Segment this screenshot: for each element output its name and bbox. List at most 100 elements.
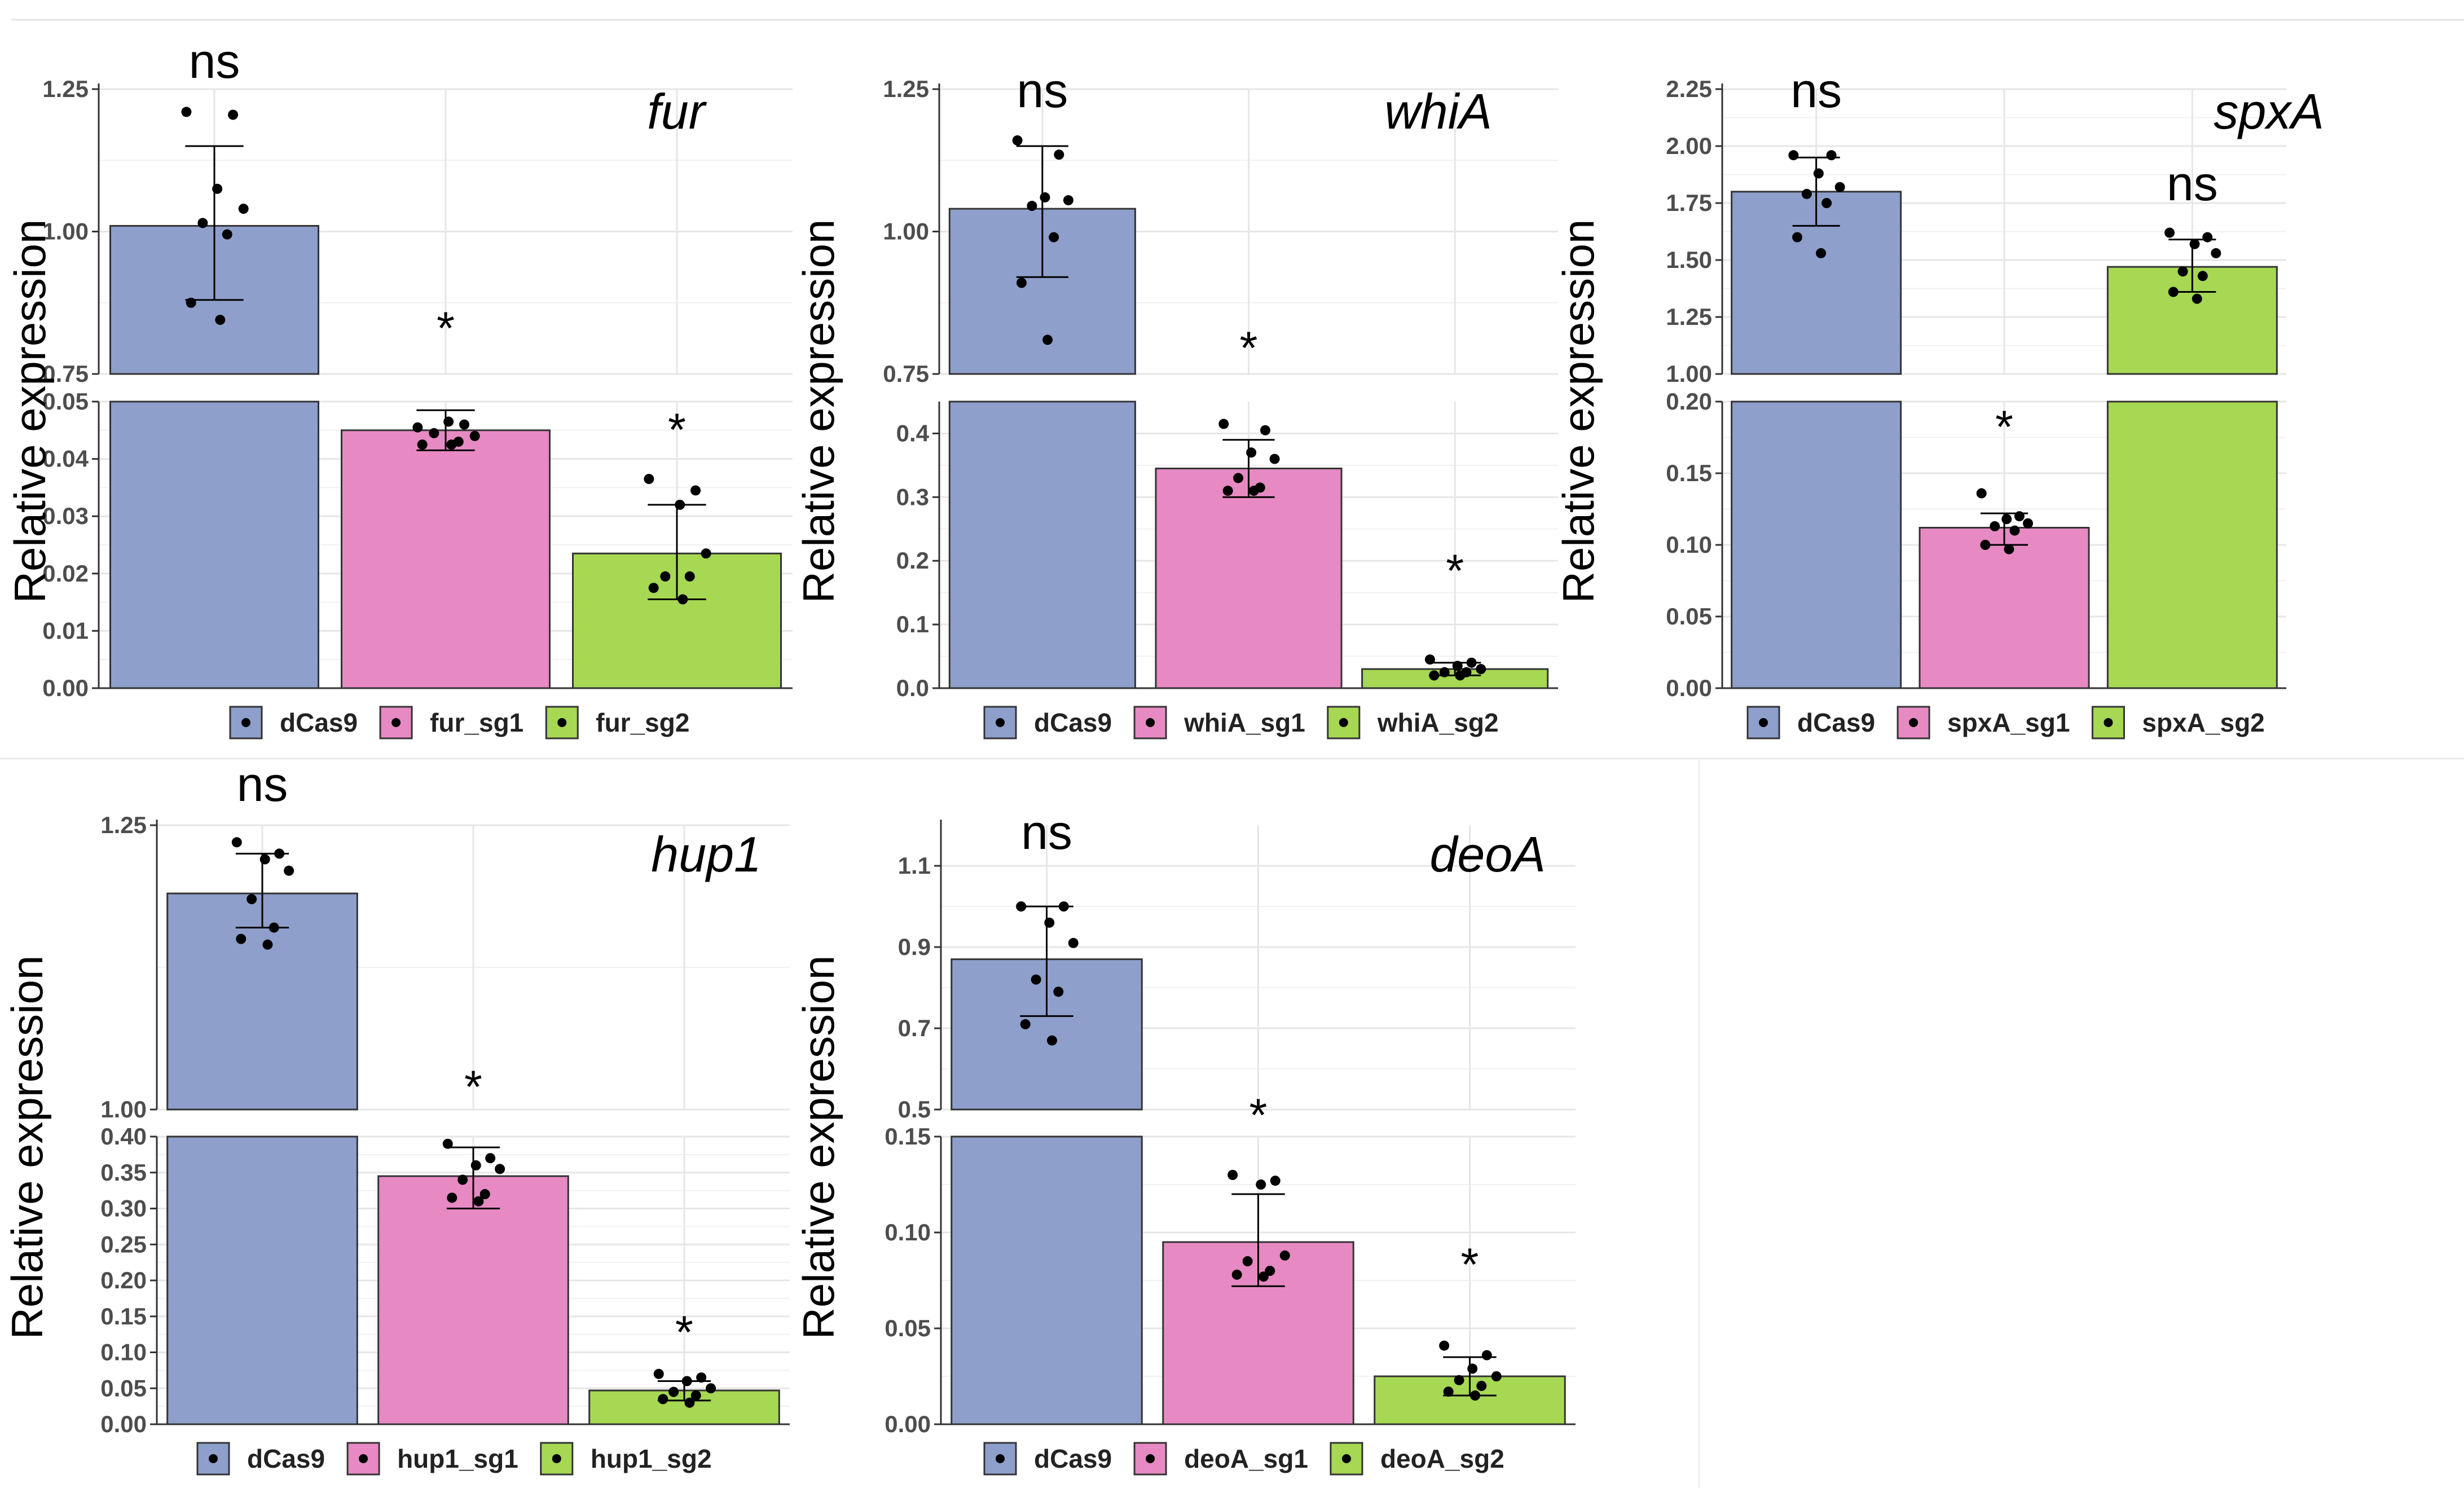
data-point-dCas9 xyxy=(1016,278,1027,288)
data-point-fur_sg1 xyxy=(417,439,428,450)
data-point-fur_sg1 xyxy=(429,428,439,438)
legend-key-dot xyxy=(996,718,1005,727)
panel-title-spxA: spxA xyxy=(2214,83,2324,139)
legend-key-dot xyxy=(1909,718,1919,727)
data-point-dCas9 xyxy=(212,183,223,194)
y-tick-label: 0.00 xyxy=(100,1411,147,1437)
bar-spxA_sg1 xyxy=(1919,527,2090,689)
significance-hup1_sg1: * xyxy=(464,1062,482,1113)
legend-key-dot xyxy=(241,718,250,727)
data-point-dCas9 xyxy=(247,894,257,905)
data-point-dCas9 xyxy=(274,848,285,859)
data-point-dCas9 xyxy=(269,922,279,933)
legend-key-dot xyxy=(1339,718,1348,727)
data-point-hup1_sg1 xyxy=(442,1138,453,1149)
y-tick-label: 0.10 xyxy=(100,1339,147,1366)
legend-key-fur_sg1 xyxy=(379,706,413,739)
data-point-spxA_sg2 xyxy=(2202,232,2213,243)
legend-label-hup1_sg1: hup1_sg1 xyxy=(397,1444,518,1473)
panel-hup1: ns * * 1.00 1.25 0.00 0.05 0.10 0.15 0.20 0.25 0.30… xyxy=(2,758,790,1476)
bar-fur_sg1 xyxy=(341,429,551,689)
panel-fur: ns * * 0.75 1.00 1.25 0.00 0.01 0.02 0.03 0.04 0.05… xyxy=(5,34,793,739)
data-point-hup1_sg1 xyxy=(457,1174,468,1185)
significance-dCas9: ns xyxy=(237,758,288,812)
data-point-fur_sg2 xyxy=(684,571,695,582)
y-tick-label: 0.20 xyxy=(1666,388,1712,415)
data-point-dCas9 xyxy=(1792,232,1803,243)
panel-title-whiA: whiA xyxy=(1384,83,1492,139)
y-tick-label: 1.75 xyxy=(1666,190,1712,216)
legend-label-hup1_sg2: hup1_sg2 xyxy=(591,1444,712,1473)
y-tick-label: 0.9 xyxy=(898,934,931,960)
y-tick-label: 0.15 xyxy=(100,1303,147,1329)
data-point-spxA_sg1 xyxy=(2023,518,2033,529)
data-point-dCas9 xyxy=(1040,192,1050,202)
data-point-whiA_sg2 xyxy=(1466,657,1477,668)
data-point-dCas9 xyxy=(238,204,249,214)
data-point-dCas9 xyxy=(1046,1035,1057,1046)
data-point-spxA_sg1 xyxy=(2009,525,2020,536)
legend-label-fur_sg1: fur_sg1 xyxy=(430,708,523,737)
y-tick-label: 0.15 xyxy=(1666,460,1712,486)
data-point-spxA_sg1 xyxy=(1980,540,1991,550)
data-point-whiA_sg1 xyxy=(1222,486,1233,496)
y-tick-label: 0.03 xyxy=(42,503,89,529)
y-tick-label: 0.00 xyxy=(42,675,89,701)
legend-key-dot xyxy=(552,1454,561,1463)
y-tick-label: 0.20 xyxy=(100,1267,147,1293)
data-point-dCas9 xyxy=(231,837,242,848)
significance-deoA_sg1: * xyxy=(1249,1090,1268,1141)
data-point-hup1_sg2 xyxy=(684,1397,695,1408)
significance-whiA_sg1: * xyxy=(1240,323,1258,374)
data-point-fur_sg2 xyxy=(660,571,671,582)
data-point-dCas9 xyxy=(1058,901,1069,912)
y-tick-label: 0.4 xyxy=(896,420,930,446)
data-point-deoA_sg1 xyxy=(1231,1269,1242,1280)
data-point-fur_sg1 xyxy=(469,430,480,441)
data-point-fur_sg2 xyxy=(690,485,701,496)
bar-dCas9-lower xyxy=(951,1135,1143,1425)
significance-fur_sg1: * xyxy=(437,303,455,354)
legend-key-dot xyxy=(1759,718,1768,727)
y-tick-label: 2.00 xyxy=(1666,133,1712,159)
data-point-dCas9 xyxy=(1031,974,1041,985)
y-tick-label: 0.7 xyxy=(898,1015,931,1041)
significance-dCas9: ns xyxy=(189,34,240,89)
y-tick-label: 0.5 xyxy=(898,1096,931,1122)
legend-key-dot xyxy=(1146,1454,1155,1463)
data-point-whiA_sg2 xyxy=(1439,667,1450,677)
data-point-dCas9 xyxy=(1012,135,1023,146)
y-tick-label: 0.75 xyxy=(42,360,89,387)
legend-key-dot xyxy=(1341,1454,1351,1463)
data-point-fur_sg2 xyxy=(644,474,654,485)
data-point-deoA_sg1 xyxy=(1256,1179,1266,1190)
data-point-dCas9 xyxy=(1049,232,1059,243)
significance-spxA_sg1: * xyxy=(1995,402,2013,453)
y-tick-label: 0.35 xyxy=(100,1159,147,1186)
data-point-dCas9 xyxy=(1053,987,1064,997)
data-point-spxA_sg1 xyxy=(1990,521,2000,531)
significance-dCas9: ns xyxy=(1790,64,1842,118)
y-tick-label: 1.00 xyxy=(883,218,929,245)
panel-whiA: ns * * 0.75 1.00 1.25 0.0 0.1 0.2 0.3 0.4 whiA Relat… xyxy=(794,64,1558,739)
data-point-whiA_sg2 xyxy=(1476,664,1486,675)
data-point-hup1_sg2 xyxy=(706,1383,716,1394)
y-tick-label: 0.2 xyxy=(896,547,929,574)
data-point-fur_sg2 xyxy=(677,594,688,605)
data-point-dCas9 xyxy=(1826,150,1837,161)
panel-title-deoA: deoA xyxy=(1429,826,1546,882)
data-point-deoA_sg1 xyxy=(1242,1256,1253,1266)
data-point-dCas9 xyxy=(222,229,232,240)
legend-key-dot xyxy=(557,718,567,727)
legend-label-whiA_sg2: whiA_sg2 xyxy=(1377,708,1499,737)
significance-hup1_sg2: * xyxy=(675,1307,693,1358)
data-point-fur_sg2 xyxy=(648,583,659,593)
data-point-dCas9 xyxy=(1016,901,1027,912)
y-tick-label: 0.15 xyxy=(885,1123,931,1150)
y-tick-label: 0.75 xyxy=(883,360,929,387)
data-point-dCas9 xyxy=(284,865,294,876)
data-point-deoA_sg2 xyxy=(1476,1381,1487,1391)
y-tick-label: 1.25 xyxy=(883,76,929,102)
data-point-fur_sg2 xyxy=(701,548,711,559)
